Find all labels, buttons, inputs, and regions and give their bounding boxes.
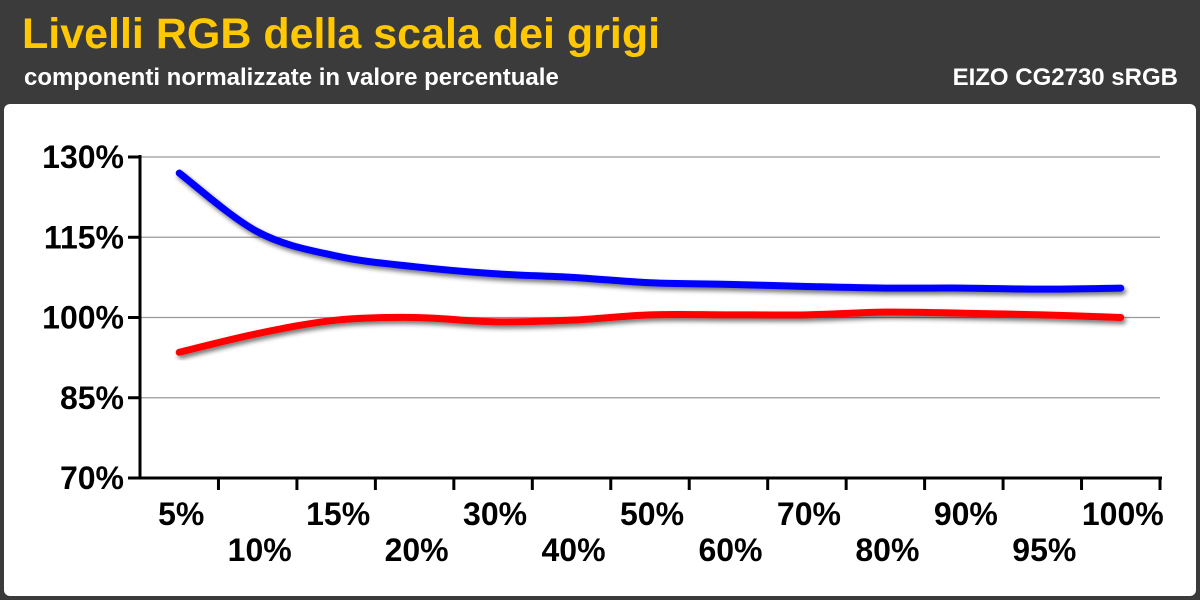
x-tick-label: 100%	[1082, 496, 1164, 532]
x-tick-label: 80%	[855, 532, 919, 568]
x-tick-label: 5%	[158, 496, 204, 532]
x-tick-label: 15%	[306, 496, 370, 532]
chart-title: Livelli RGB della scala dei grigi	[22, 10, 661, 58]
series-lines	[175, 169, 1125, 356]
y-tick-label: 100%	[42, 300, 124, 336]
x-tick-label: 70%	[777, 496, 841, 532]
tick-labels: 130% 115% 100% 85% 70% 5% 10% 15% 20% 30% 40% 50% 60…	[42, 139, 1164, 568]
x-tick-label: 60%	[698, 532, 762, 568]
y-tick-label: 130%	[42, 139, 124, 175]
x-tick-label: 30%	[463, 496, 527, 532]
x-tick-label: 20%	[385, 532, 449, 568]
chart-subtitle: componenti normalizzate in valore percen…	[24, 64, 559, 91]
x-tick-label: 40%	[542, 532, 606, 568]
x-tick-label: 50%	[620, 496, 684, 532]
x-tick-label: 10%	[228, 532, 292, 568]
device-label: EIZO CG2730 sRGB	[952, 64, 1178, 91]
red-series-line	[175, 308, 1125, 356]
y-tick-label: 70%	[60, 460, 124, 496]
blue-series-line	[175, 169, 1125, 293]
x-tick-label: 90%	[934, 496, 998, 532]
header-bar: Livelli RGB della scala dei grigi compon…	[0, 0, 1200, 104]
grid-lines	[140, 156, 1160, 399]
y-tick-label: 85%	[60, 380, 124, 416]
y-tick-label: 115%	[44, 219, 124, 255]
axes	[128, 155, 1162, 490]
x-tick-label: 95%	[1012, 532, 1076, 568]
